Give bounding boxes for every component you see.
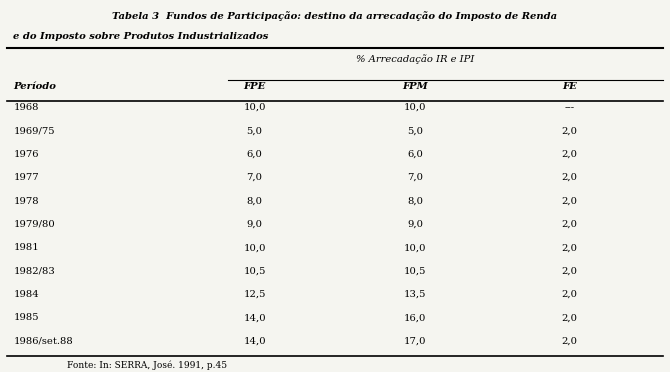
Text: 2,0: 2,0 [561, 196, 578, 205]
Text: 1969/75: 1969/75 [13, 126, 55, 135]
Text: e do Imposto sobre Produtos Industrializados: e do Imposto sobre Produtos Industrializ… [13, 32, 269, 41]
Text: 1979/80: 1979/80 [13, 220, 55, 229]
Text: 2,0: 2,0 [561, 150, 578, 159]
Text: 2,0: 2,0 [561, 290, 578, 299]
Text: % Arrecadação IR e IPI: % Arrecadação IR e IPI [356, 54, 474, 64]
Text: 8,0: 8,0 [247, 196, 263, 205]
Text: 17,0: 17,0 [404, 337, 427, 346]
Text: 10,0: 10,0 [243, 243, 266, 252]
Text: 2,0: 2,0 [561, 126, 578, 135]
Text: 13,5: 13,5 [404, 290, 427, 299]
Text: 2,0: 2,0 [561, 173, 578, 182]
Text: 10,0: 10,0 [404, 103, 427, 112]
Text: FPE: FPE [243, 81, 266, 90]
Text: 1977: 1977 [13, 173, 39, 182]
Text: 5,0: 5,0 [247, 126, 263, 135]
Text: Tabela 3  Fundos de Participação: destino da arrecadação do Imposto de Renda: Tabela 3 Fundos de Participação: destino… [113, 11, 557, 21]
Text: 6,0: 6,0 [247, 150, 263, 159]
Text: 2,0: 2,0 [561, 243, 578, 252]
Text: 12,5: 12,5 [243, 290, 266, 299]
Text: 1984: 1984 [13, 290, 39, 299]
Text: 2,0: 2,0 [561, 220, 578, 229]
Text: 14,0: 14,0 [243, 313, 266, 322]
Text: FPM: FPM [403, 81, 428, 90]
Text: 10,5: 10,5 [243, 267, 266, 276]
Text: 9,0: 9,0 [247, 220, 263, 229]
Text: 9,0: 9,0 [407, 220, 423, 229]
Text: 8,0: 8,0 [407, 196, 423, 205]
Text: 2,0: 2,0 [561, 313, 578, 322]
Text: 14,0: 14,0 [243, 337, 266, 346]
Text: Fonte: In: SERRA, José. 1991, p.45: Fonte: In: SERRA, José. 1991, p.45 [67, 360, 227, 369]
Text: 2,0: 2,0 [561, 337, 578, 346]
Text: 1985: 1985 [13, 313, 39, 322]
Text: 1982/83: 1982/83 [13, 267, 55, 276]
Text: FE: FE [562, 81, 577, 90]
Text: 5,0: 5,0 [407, 126, 423, 135]
Text: Período: Período [13, 81, 56, 90]
Text: 2,0: 2,0 [561, 267, 578, 276]
Text: 1968: 1968 [13, 103, 39, 112]
Text: 16,0: 16,0 [404, 313, 427, 322]
Text: 10,0: 10,0 [404, 243, 427, 252]
Text: 1981: 1981 [13, 243, 39, 252]
Text: 10,5: 10,5 [404, 267, 427, 276]
Text: 7,0: 7,0 [407, 173, 423, 182]
Text: 7,0: 7,0 [247, 173, 263, 182]
Text: 10,0: 10,0 [243, 103, 266, 112]
Text: ---: --- [564, 103, 575, 112]
Text: 1978: 1978 [13, 196, 39, 205]
Text: 1986/set.88: 1986/set.88 [13, 337, 73, 346]
Text: 6,0: 6,0 [407, 150, 423, 159]
Text: 1976: 1976 [13, 150, 39, 159]
